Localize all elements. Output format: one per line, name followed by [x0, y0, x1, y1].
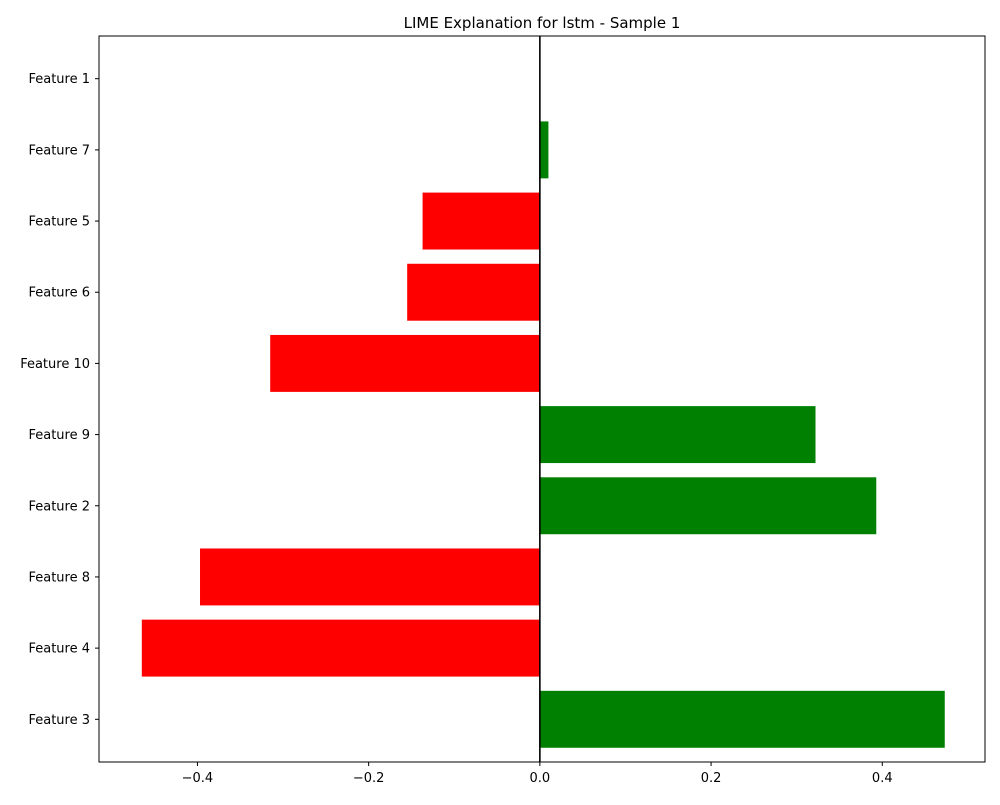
- bars-layer: [141, 121, 945, 748]
- plot-frame: [98, 35, 986, 763]
- bar-feature-10: [270, 334, 540, 392]
- bar-feature-4: [141, 619, 540, 677]
- y-tick-label-feature-8: Feature 8: [28, 570, 90, 585]
- x-tick-label-2: 0.0: [530, 771, 551, 786]
- chart-title: LIME Explanation for lstm - Sample 1: [404, 14, 681, 32]
- bar-feature-6: [407, 263, 540, 321]
- x-tick-label-3: 0.2: [701, 771, 722, 786]
- y-tick-label-feature-2: Feature 2: [28, 499, 90, 514]
- bar-feature-8: [200, 548, 540, 606]
- y-ticks-layer: Feature 3 Feature 4 Feature 8 Feature 2 Feat…: [20, 72, 99, 728]
- y-tick-label-feature-10: Feature 10: [20, 357, 90, 372]
- x-ticks-layer: −0.4 −0.2 0.0 0.2 0.4: [182, 762, 893, 786]
- bar-feature-3: [539, 690, 945, 748]
- axes-layer: [98, 35, 986, 763]
- y-tick-label-feature-9: Feature 9: [28, 428, 90, 443]
- y-tick-label-feature-7: Feature 7: [28, 143, 90, 158]
- y-tick-label-feature-1: Feature 1: [28, 72, 90, 87]
- bar-feature-9: [539, 406, 816, 464]
- bar-feature-5: [422, 192, 540, 250]
- bar-feature-2: [539, 477, 877, 535]
- y-tick-label-feature-3: Feature 3: [28, 713, 90, 728]
- x-tick-label-4: 0.4: [872, 771, 893, 786]
- bar-feature-7: [539, 121, 549, 179]
- y-tick-label-feature-6: Feature 6: [28, 286, 90, 301]
- y-tick-label-feature-4: Feature 4: [28, 642, 90, 657]
- x-tick-label-1: −0.2: [353, 771, 385, 786]
- x-tick-label-0: −0.4: [182, 771, 214, 786]
- y-tick-label-feature-5: Feature 5: [28, 215, 90, 230]
